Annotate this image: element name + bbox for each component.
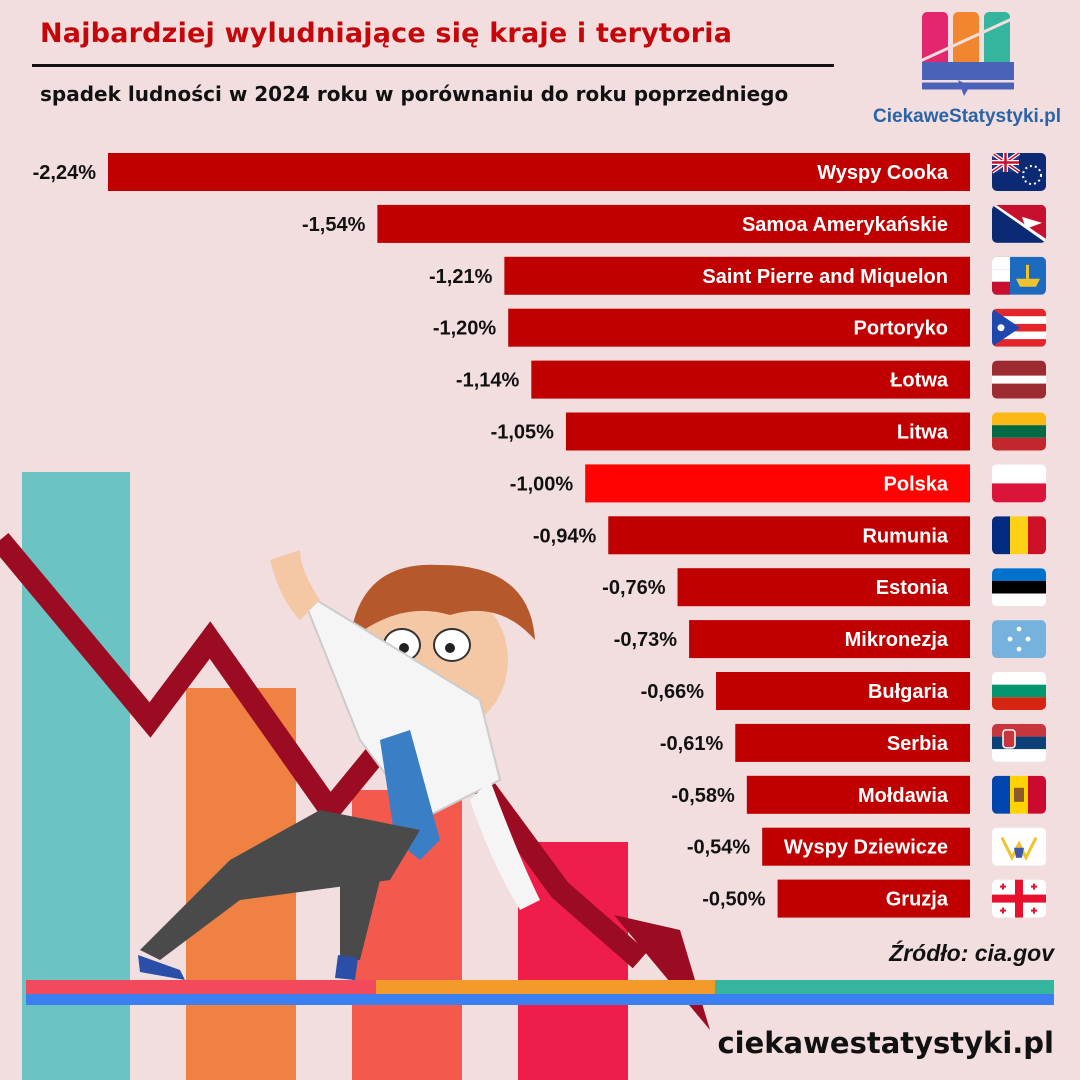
value-label-estonia: -0,76% (602, 577, 666, 599)
bar-label-lotwa: Łotwa (890, 370, 949, 392)
flag-samoa-amerykanskie-icon (992, 204, 1046, 243)
bar-serbia (735, 723, 970, 762)
value-label-mikronezja: -0,73% (614, 629, 678, 651)
bar-samoa-amerykanskie (377, 204, 970, 243)
flag-wyspy-cooka-icon (992, 153, 1046, 191)
bar-mikronezja (689, 620, 970, 659)
value-label-litwa: -1,05% (491, 422, 555, 444)
bar-gruzja (777, 879, 970, 918)
bar-polska (585, 464, 970, 503)
bar-label-litwa: Litwa (897, 422, 949, 444)
bar-label-saint-pierre-and-miquelon: Saint Pierre and Miquelon (702, 266, 948, 288)
bar-label-moldawia: Mołdawia (858, 785, 949, 807)
character-illustration-icon (138, 550, 540, 980)
value-label-wyspy-cooka: -2,24% (33, 162, 97, 184)
bar-moldawia (746, 775, 970, 814)
bar-label-bulgaria: Bułgaria (868, 681, 949, 703)
value-label-portoryko: -1,20% (433, 318, 497, 340)
flag-gruzja-icon (992, 879, 1046, 918)
flag-estonia-icon (992, 568, 1046, 607)
title-divider (32, 64, 834, 67)
flag-wyspy-dziewicze-icon (992, 827, 1046, 866)
chart-title: Najbardziej wyludniające się kraje i ter… (40, 18, 733, 49)
flag-polska-icon (992, 464, 1046, 503)
value-label-lotwa: -1,14% (456, 370, 520, 392)
bar-portoryko (508, 308, 970, 347)
flag-saint-pierre-and-miquelon-icon (992, 256, 1046, 295)
bar-label-polska: Polska (884, 473, 949, 495)
flag-moldawia-icon (992, 775, 1046, 814)
bar-rumunia (608, 516, 970, 555)
value-label-saint-pierre-and-miquelon: -1,21% (429, 266, 493, 288)
logo-text: CiekaweStatystyki.pl (873, 106, 1061, 127)
flag-bulgaria-icon (992, 672, 1046, 710)
value-label-wyspy-dziewicze: -0,54% (687, 837, 751, 859)
value-label-serbia: -0,61% (660, 733, 724, 755)
flag-lotwa-icon (992, 360, 1046, 399)
bar-label-wyspy-cooka: Wyspy Cooka (817, 162, 949, 184)
value-label-gruzja: -0,50% (702, 889, 766, 911)
bar-label-portoryko: Portoryko (854, 318, 948, 340)
bar-bulgaria (716, 672, 970, 710)
bar-label-gruzja: Gruzja (886, 889, 949, 911)
bar-estonia (677, 568, 970, 607)
bar-wyspy-dziewicze (762, 827, 970, 866)
bar-saint-pierre-and-miquelon (504, 256, 970, 295)
value-label-polska: -1,00% (510, 473, 574, 495)
chart-subtitle: spadek ludności w 2024 roku w porównaniu… (40, 82, 789, 106)
bar-wyspy-cooka (108, 153, 970, 191)
value-label-rumunia: -0,94% (533, 525, 597, 547)
flag-serbia-icon (992, 723, 1046, 762)
flag-rumunia-icon (992, 516, 1046, 555)
bar-label-serbia: Serbia (887, 733, 949, 755)
bar-label-estonia: Estonia (876, 577, 949, 599)
value-label-moldawia: -0,58% (671, 785, 735, 807)
bar-label-samoa-amerykanskie: Samoa Amerykańskie (742, 214, 948, 236)
flag-mikronezja-icon (992, 620, 1046, 659)
value-label-samoa-amerykanskie: -1,54% (302, 214, 366, 236)
source-note: Źródło: cia.gov (889, 940, 1054, 966)
flag-litwa-icon (992, 412, 1046, 451)
logo-icon (918, 12, 1015, 96)
bar-label-mikronezja: Mikronezja (845, 629, 949, 651)
bar-lotwa (531, 360, 970, 399)
bar-label-rumunia: Rumunia (862, 525, 948, 547)
bar-label-wyspy-dziewicze: Wyspy Dziewicze (784, 837, 948, 859)
flag-portoryko-icon (992, 308, 1046, 347)
footer-url[interactable]: ciekawestatystyki.pl (717, 1026, 1054, 1060)
bar-litwa (565, 412, 970, 451)
color-stripes (26, 980, 1054, 1005)
value-label-bulgaria: -0,66% (641, 681, 705, 703)
